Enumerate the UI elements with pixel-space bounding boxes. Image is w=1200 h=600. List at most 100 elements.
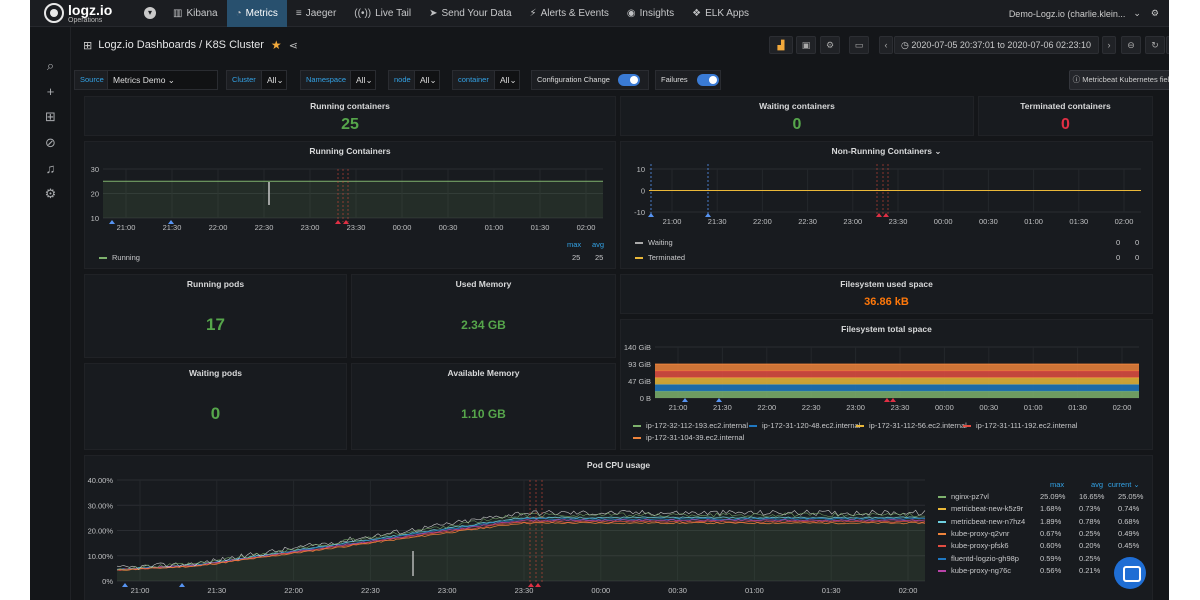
legend-item-kube-proxy-ng76c[interactable]: kube-proxy-ng76c xyxy=(938,566,1011,575)
configuration-change-toggle[interactable] xyxy=(618,74,640,86)
legend-running-max: 25 xyxy=(572,253,581,262)
dashboards-icon[interactable]: ⊞ xyxy=(45,109,56,124)
nav-elk-apps[interactable]: ❖ ELK Apps xyxy=(692,7,750,19)
series-line-minor-2 xyxy=(117,517,926,570)
annotation-marker xyxy=(122,583,128,587)
metrics-icon: ◔ xyxy=(235,7,242,19)
area-band-node-1 xyxy=(655,391,1139,398)
legend-current-value: 0.45% xyxy=(1118,541,1140,551)
x-tick-label: 00:00 xyxy=(393,223,412,232)
compass-icon[interactable]: ⊘ xyxy=(45,135,56,150)
time-forward-button[interactable]: › xyxy=(1102,36,1116,54)
legend-item-node-4[interactable]: ip-172-31-111-192.ec2.internal xyxy=(963,421,1077,430)
nav-send-your-data[interactable]: ➤ Send Your Data xyxy=(429,7,512,19)
chat-button[interactable] xyxy=(1114,557,1146,589)
gear-icon[interactable]: ⚙ xyxy=(44,186,57,201)
variables-bar: Source Metrics Demo ⌄ Cluster All⌄ Names… xyxy=(71,70,1169,90)
series-line-nginx-pz7vl-band xyxy=(116,512,926,571)
failures-toggle[interactable] xyxy=(697,74,719,86)
metricbeat-fields-button[interactable]: ⓘ Metricbeat Kubernetes fields xyxy=(1069,70,1169,90)
star-icon[interactable]: ★ xyxy=(270,38,282,52)
panel-title: Terminated containers xyxy=(1020,101,1111,111)
settings-button[interactable]: ⚙ xyxy=(820,36,840,54)
share-icon[interactable]: ⋖ xyxy=(288,39,298,52)
logo[interactable]: logz.io Operations xyxy=(30,0,140,27)
chevron-down-icon[interactable]: ⌄ xyxy=(934,146,942,156)
time-range-picker[interactable]: ◷ 2020-07-05 20:37:01 to 2020-07-06 02:2… xyxy=(894,36,1099,54)
nav-kibana[interactable]: ▥ Kibana xyxy=(173,7,218,19)
panel-title: Running Containers xyxy=(309,146,391,156)
gear-icon[interactable]: ⚙ xyxy=(1150,8,1159,18)
eye-icon: ◉ xyxy=(626,7,636,19)
account-switch-icon[interactable]: ▾ xyxy=(144,7,156,19)
y-tick-label: 10.00% xyxy=(88,552,114,561)
nav-insights[interactable]: ◉ Insights xyxy=(626,7,675,19)
area-band-node-4 xyxy=(655,370,1139,378)
legend-current-header[interactable]: current ⌄ xyxy=(1108,480,1140,489)
x-tick-label: 00:30 xyxy=(979,403,998,412)
series-line-minor-4 xyxy=(116,520,926,571)
non-running-containers-chart[interactable]: 10 0 -10 21:00 21:30 22:00 22:30 23:00 23:30 00:0… xyxy=(621,142,1154,270)
annotation-marker xyxy=(109,220,115,224)
time-back-button[interactable]: ‹ xyxy=(879,36,893,54)
pod-cpu-usage-panel: Pod CPU usage 40.00% 30.00% 20.00% 10.00% 0%… xyxy=(84,455,1153,600)
user-menu[interactable]: Demo-Logz.io (charlie.klein... ⌄ ⚙ xyxy=(1009,0,1169,27)
pod-cpu-usage-chart[interactable]: 40.00% 30.00% 20.00% 10.00% 0% 21:00 21:30 22:0… xyxy=(85,456,935,600)
running-containers-chart[interactable]: 30 20 10 21:00 21:30 22:00 22:30 23:00 23:30 00:0… xyxy=(85,142,617,270)
refresh-interval-dropdown[interactable]: ⌄ xyxy=(1166,36,1169,54)
legend-item-nginx-pz7vl[interactable]: nginx-pz7vl xyxy=(938,492,989,501)
legend-item-metricbeat-new-n7hz4[interactable]: metricbeat-new-n7hz4 xyxy=(938,517,1025,526)
x-tick-label: 22:00 xyxy=(209,223,228,232)
var-namespace-select[interactable]: All⌄ xyxy=(350,70,376,90)
filesystem-total-chart[interactable]: 140 GiB 93 GiB 47 GiB 0 B 21:00 21:30 22:00 22:… xyxy=(621,320,1154,451)
legend-item-terminated[interactable]: Terminated xyxy=(635,253,685,262)
legend-item-running[interactable]: Running xyxy=(99,253,140,262)
page-title[interactable]: ⊞ Logz.io Dashboards / K8S Cluster ★ ⋖ xyxy=(83,38,298,52)
var-container-select[interactable]: All⌄ xyxy=(494,70,520,90)
legend-swatch xyxy=(938,496,946,499)
live-tail-icon: ((•)) xyxy=(354,7,372,19)
legend-item-kube-proxy-q2vnr[interactable]: kube-proxy-q2vnr xyxy=(938,529,1009,538)
legend-swatch xyxy=(938,545,946,548)
nav-live-tail[interactable]: ((•)) Live Tail xyxy=(354,7,412,19)
var-cluster-select[interactable]: All⌄ xyxy=(261,70,287,90)
legend-item-node-2[interactable]: ip-172-31-120-48.ec2.internal xyxy=(749,421,860,430)
legend-item-waiting[interactable]: Waiting xyxy=(635,238,673,247)
save-button[interactable]: ▣ xyxy=(796,36,816,54)
legend-avg-value: 0.21% xyxy=(1079,565,1101,575)
available-memory-value: 1.10 GB xyxy=(461,407,506,421)
running-pods-value: 17 xyxy=(206,315,225,334)
y-tick-label: 47 GiB xyxy=(628,377,651,386)
add-panel-button[interactable]: ▟ xyxy=(769,36,793,54)
plus-icon[interactable]: + xyxy=(46,84,55,99)
x-tick-label: 22:30 xyxy=(798,217,817,226)
legend-item-node-5[interactable]: ip-172-31-104-39.ec2.internal xyxy=(633,433,744,442)
legend-item-metricbeat-new-k5z9r[interactable]: metricbeat-new-k5z9r xyxy=(938,504,1023,513)
waiting-pods-panel: Waiting pods 0 xyxy=(84,363,347,450)
legend-swatch xyxy=(938,532,946,535)
legend-item-node-1[interactable]: ip-172-32-112-193.ec2.internal xyxy=(633,421,748,430)
info-icon: ⓘ xyxy=(1072,75,1081,84)
chevron-down-icon: ⌄ xyxy=(1133,8,1141,18)
var-namespace-label: Namespace xyxy=(300,70,353,90)
panel-title: Used Memory xyxy=(455,279,512,289)
legend-item-node-3[interactable]: ip-172-31-112-56.ec2.internal xyxy=(856,421,967,430)
x-tick-label: 23:30 xyxy=(891,403,910,412)
legend-terminated-max: 0 xyxy=(1116,253,1121,262)
legend-item-kube-proxy-pfsk6[interactable]: kube-proxy-pfsk6 xyxy=(938,541,1009,550)
nav-alerts-events[interactable]: ⚡ Alerts & Events xyxy=(529,7,609,19)
legend-avg-header: avg xyxy=(592,240,605,249)
x-tick-label: 21:30 xyxy=(708,217,727,226)
refresh-button[interactable]: ↻ xyxy=(1145,36,1165,54)
nav-metrics[interactable]: ◔ Metrics xyxy=(226,0,287,27)
search-icon[interactable]: ⌕ xyxy=(46,58,55,73)
bell-icon[interactable]: ♫ xyxy=(45,161,56,176)
tv-mode-button[interactable]: ▭ xyxy=(849,36,869,54)
nav-jaeger[interactable]: ≡ Jaeger xyxy=(295,7,337,19)
zoom-out-button[interactable]: ⊖ xyxy=(1121,36,1141,54)
var-source-select[interactable]: Metrics Demo ⌄ xyxy=(107,70,218,90)
var-node-select[interactable]: All⌄ xyxy=(414,70,440,90)
logo-text: logz.io xyxy=(68,1,113,18)
send-icon: ➤ xyxy=(429,7,438,19)
legend-item-fluentd-logzio-gh98p[interactable]: fluentd-logzio-gh98p xyxy=(938,554,1019,563)
